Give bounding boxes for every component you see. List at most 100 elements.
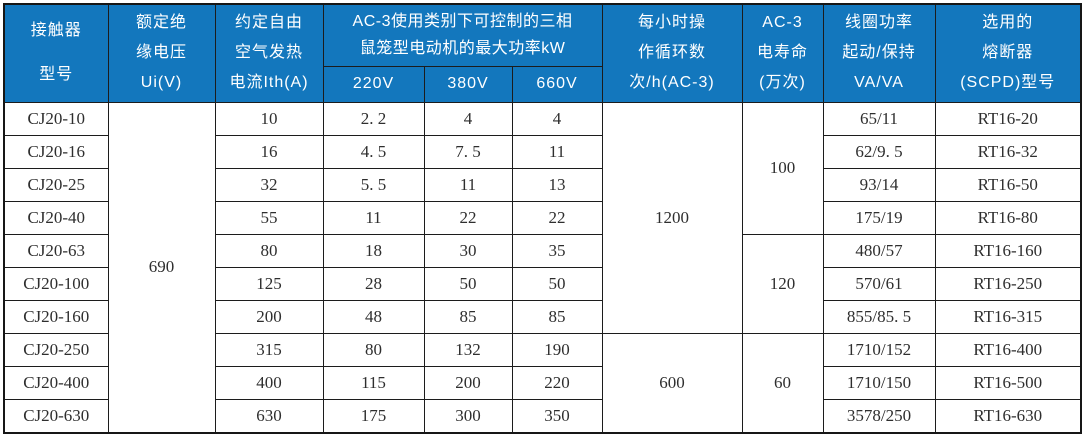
cell-p660: 4 bbox=[511, 101, 603, 136]
header-model-line2: 型号 bbox=[39, 66, 74, 84]
header-220v: 220V bbox=[322, 65, 425, 103]
cell-p220: 175 bbox=[322, 398, 425, 433]
cell-model: CJ20-160 bbox=[3, 299, 109, 334]
cell-p380: 50 bbox=[423, 266, 513, 301]
cell-p380: 4 bbox=[423, 101, 513, 136]
header-ui-line3: Ui(V) bbox=[140, 74, 183, 92]
header-coil: 线圈功率 起动/保持 VA/VA bbox=[822, 3, 936, 103]
cell-p660: 35 bbox=[511, 233, 603, 268]
cell-fuse: RT16-315 bbox=[934, 299, 1082, 334]
cell-p220: 11 bbox=[322, 200, 425, 235]
header-ith-line1: 约定自由 bbox=[234, 14, 303, 32]
header-cycles-line3: 次/h(AC-3) bbox=[629, 74, 715, 92]
cell-ith: 32 bbox=[214, 167, 324, 202]
header-fuse-line1: 选用的 bbox=[982, 14, 1034, 32]
cell-p380: 300 bbox=[423, 398, 513, 433]
cell-p220: 18 bbox=[322, 233, 425, 268]
cell-life-merged: 100 bbox=[741, 101, 824, 235]
table-row: CJ20-16 16 4. 5 7. 5 11 62/9. 5 RT16-32 bbox=[3, 134, 1082, 169]
cell-coil: 65/11 bbox=[822, 101, 936, 136]
cell-p660: 22 bbox=[511, 200, 603, 235]
table-row: CJ20-10 690 10 2. 2 4 4 1200 100 65/11 RT16-20 bbox=[3, 101, 1082, 433]
cell-fuse: RT16-80 bbox=[934, 200, 1082, 235]
header-life-line3: (万次) bbox=[759, 74, 806, 92]
cell-p220: 48 bbox=[322, 299, 425, 334]
header-ui-line2: 缘电压 bbox=[135, 44, 187, 62]
header-cycles-line1: 每小时操 bbox=[637, 14, 706, 32]
table-row: CJ20-250 315 80 132 190 600 60 1710/152 RT16-400 bbox=[3, 332, 1082, 433]
cell-model: CJ20-400 bbox=[3, 365, 109, 400]
cell-ith: 630 bbox=[214, 398, 324, 433]
header-fuse-line3: (SCPD)型号 bbox=[960, 74, 1056, 92]
header-life-line1: AC-3 bbox=[762, 14, 803, 32]
cell-fuse: RT16-500 bbox=[934, 365, 1082, 400]
cell-coil: 1710/150 bbox=[822, 365, 936, 400]
header-power-group-line1: AC-3使用类别下可控制的三相 bbox=[352, 13, 573, 31]
cell-model: CJ20-16 bbox=[3, 134, 109, 169]
header-380v: 380V bbox=[423, 65, 513, 103]
cell-ith: 10 bbox=[214, 101, 324, 136]
table-row: CJ20-40 55 11 22 22 175/19 RT16-80 bbox=[3, 200, 1082, 235]
table-row: CJ20-25 32 5. 5 11 13 93/14 RT16-50 bbox=[3, 167, 1082, 202]
cell-ith: 80 bbox=[214, 233, 324, 268]
cell-coil: 1710/152 bbox=[822, 332, 936, 367]
cell-p660: 190 bbox=[511, 332, 603, 367]
cell-model: CJ20-100 bbox=[3, 266, 109, 301]
header-ith-line2: 空气发热 bbox=[234, 44, 303, 62]
cell-fuse: RT16-32 bbox=[934, 134, 1082, 169]
header-coil-line3: VA/VA bbox=[854, 74, 904, 92]
cell-model: CJ20-10 bbox=[3, 101, 109, 136]
cell-p660: 220 bbox=[511, 365, 603, 400]
header-life: AC-3 电寿命 (万次) bbox=[741, 3, 824, 103]
cell-coil: 570/61 bbox=[822, 266, 936, 301]
cell-model: CJ20-250 bbox=[3, 332, 109, 367]
cell-cycles-merged: 1200 bbox=[601, 101, 743, 334]
cell-ith: 125 bbox=[214, 266, 324, 301]
cell-fuse: RT16-400 bbox=[934, 332, 1082, 367]
cell-life-merged: 120 bbox=[741, 233, 824, 334]
cell-ith: 200 bbox=[214, 299, 324, 334]
cell-coil: 175/19 bbox=[822, 200, 936, 235]
cell-fuse: RT16-20 bbox=[934, 101, 1082, 136]
header-ui-line1: 额定绝 bbox=[135, 14, 187, 32]
cell-p660: 85 bbox=[511, 299, 603, 334]
table-row: CJ20-63 80 18 30 35 120 480/57 RT16-160 bbox=[3, 233, 1082, 334]
cell-p380: 85 bbox=[423, 299, 513, 334]
cell-p660: 13 bbox=[511, 167, 603, 202]
cell-p380: 7. 5 bbox=[423, 134, 513, 169]
table-body: CJ20-10 690 10 2. 2 4 4 1200 100 65/11 RT16-20 CJ2… bbox=[3, 101, 1082, 433]
cell-cycles-merged: 600 bbox=[601, 332, 743, 433]
header-cycles: 每小时操 作循环数 次/h(AC-3) bbox=[601, 3, 743, 103]
cell-ith: 315 bbox=[214, 332, 324, 367]
header-ith: 约定自由 空气发热 电流Ith(A) bbox=[214, 3, 324, 103]
header-fuse: 选用的 熔断器 (SCPD)型号 bbox=[934, 3, 1082, 103]
cell-ith: 55 bbox=[214, 200, 324, 235]
cell-p380: 30 bbox=[423, 233, 513, 268]
cell-fuse: RT16-160 bbox=[934, 233, 1082, 268]
header-fuse-line2: 熔断器 bbox=[982, 44, 1034, 62]
table-row: CJ20-630 630 175 300 350 3578/250 RT16-630 bbox=[3, 398, 1082, 433]
cell-coil: 93/14 bbox=[822, 167, 936, 202]
table-row: CJ20-100 125 28 50 50 570/61 RT16-250 bbox=[3, 266, 1082, 301]
cell-p660: 350 bbox=[511, 398, 603, 433]
cell-p220: 80 bbox=[322, 332, 425, 367]
cell-fuse: RT16-630 bbox=[934, 398, 1082, 433]
cell-ui-merged: 690 bbox=[107, 101, 216, 433]
header-ith-line3: 电流Ith(A) bbox=[229, 74, 309, 92]
header-power-group: AC-3使用类别下可控制的三相 鼠笼型电动机的最大功率kW bbox=[322, 3, 603, 67]
cell-fuse: RT16-50 bbox=[934, 167, 1082, 202]
cell-coil: 3578/250 bbox=[822, 398, 936, 433]
contactor-spec-table: 接触器 型号 额定绝 缘电压 Ui(V) 约定自由 空气发热 电流Ith(A) … bbox=[3, 3, 1082, 434]
header-power-group-line2: 鼠笼型电动机的最大功率kW bbox=[359, 40, 566, 58]
cell-coil: 62/9. 5 bbox=[822, 134, 936, 169]
header-660v: 660V bbox=[511, 65, 603, 103]
header-coil-line1: 线圈功率 bbox=[844, 14, 913, 32]
cell-p220: 5. 5 bbox=[322, 167, 425, 202]
cell-ith: 400 bbox=[214, 365, 324, 400]
table-row: CJ20-400 400 115 200 220 1710/150 RT16-500 bbox=[3, 365, 1082, 400]
cell-model: CJ20-63 bbox=[3, 233, 109, 268]
cell-coil: 480/57 bbox=[822, 233, 936, 268]
header-model-line1: 接触器 bbox=[30, 22, 82, 40]
cell-coil: 855/85. 5 bbox=[822, 299, 936, 334]
